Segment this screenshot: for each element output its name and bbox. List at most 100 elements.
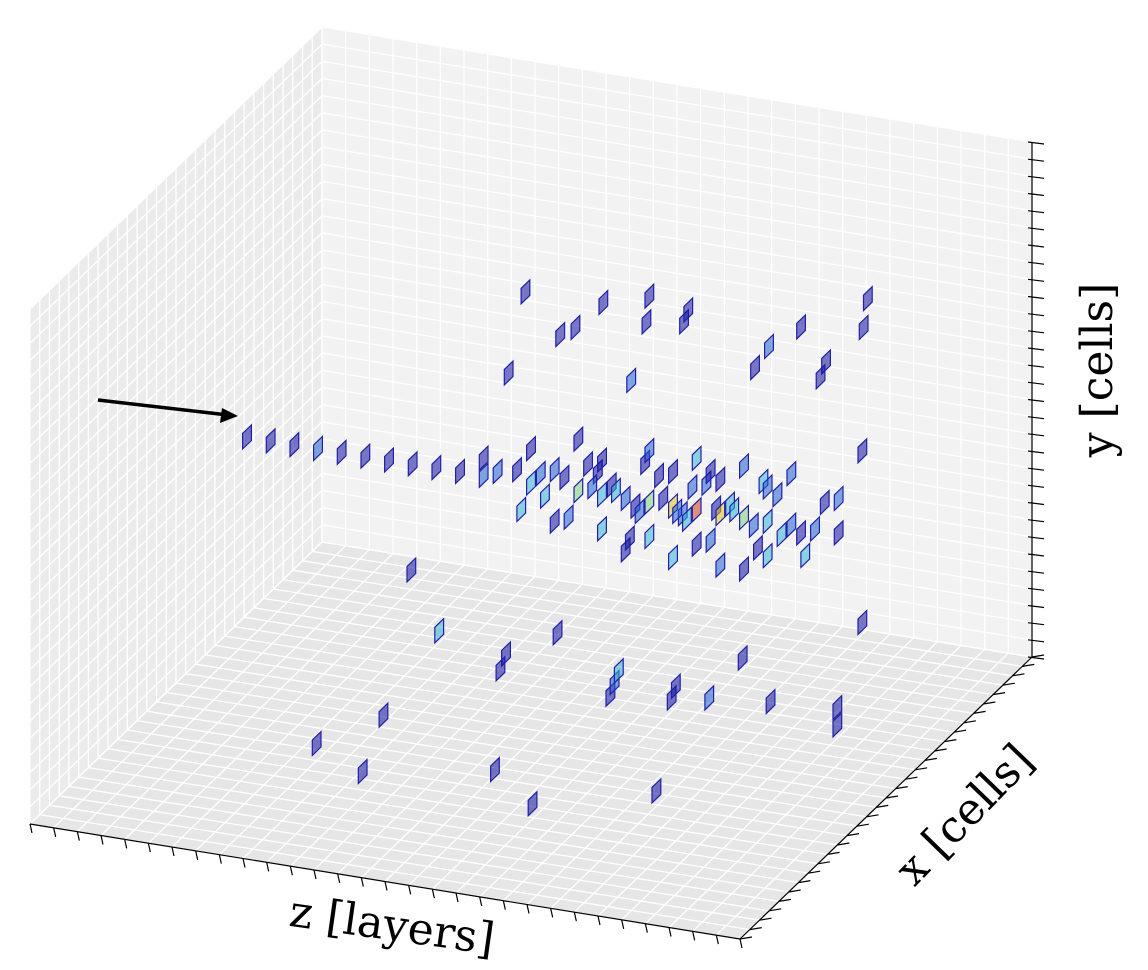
hit-marker (644, 437, 655, 465)
hit-marker (833, 485, 844, 512)
hit-marker (527, 790, 538, 818)
hit-marker (796, 313, 807, 341)
y-axis-label: y [cells] (1072, 283, 1123, 459)
grid-line (692, 648, 986, 932)
x-tick (934, 748, 947, 752)
hit-marker (681, 505, 692, 533)
x-tick (759, 917, 772, 921)
hit-marker (512, 456, 523, 484)
hit-marker (762, 507, 773, 535)
z-tick (360, 877, 364, 887)
z-tick (455, 892, 459, 903)
hit-marker (857, 609, 868, 636)
hit-marker (833, 519, 844, 547)
x-tick (739, 936, 753, 940)
axis-ticks (29, 141, 1045, 949)
hit-marker (406, 556, 417, 584)
hit-marker (626, 367, 637, 394)
y-tick (1027, 398, 1045, 403)
grid-line (29, 60, 323, 344)
y-tick (1027, 587, 1045, 591)
hit-markers (242, 278, 873, 818)
hit-marker (750, 354, 761, 382)
z-axis-label: z [layers] (286, 886, 497, 965)
hit-marker (620, 484, 631, 512)
y-tick (1027, 330, 1045, 334)
x-tick (924, 757, 938, 761)
hit-marker (752, 534, 763, 562)
hit-marker (624, 524, 635, 552)
hit-marker (786, 511, 797, 539)
hit-marker (762, 473, 773, 501)
hit-marker (492, 457, 503, 485)
z-tick (502, 900, 506, 910)
grid-line (321, 60, 1033, 177)
hit-marker (737, 644, 748, 672)
hit-marker (832, 711, 843, 739)
hit-marker (336, 438, 347, 466)
y-tick (1027, 639, 1045, 643)
z-tick (431, 889, 435, 899)
z-tick (195, 850, 199, 860)
hit-marker (765, 688, 776, 716)
y-tick (1027, 656, 1045, 660)
y-tick (1027, 295, 1045, 300)
y-tick (1027, 158, 1045, 162)
y-tick (1027, 553, 1045, 557)
hit-marker (729, 496, 740, 524)
hit-marker (630, 492, 641, 520)
grid-line (29, 95, 323, 379)
grid-line (715, 652, 1009, 936)
hit-marker (265, 427, 276, 455)
hit-marker (715, 500, 726, 528)
z-tick (384, 881, 388, 891)
y-tick (1027, 467, 1045, 471)
grid-line (78, 776, 789, 893)
hit-marker (596, 446, 608, 474)
y-tick (1027, 227, 1045, 231)
grid-line (644, 641, 938, 925)
y-tick (1027, 604, 1045, 609)
z-tick (76, 831, 80, 841)
z-tick (479, 896, 483, 906)
hit-marker (857, 437, 868, 465)
z-tick (668, 927, 672, 937)
x-tick (876, 804, 889, 808)
beam-arrow-head (220, 408, 238, 423)
x-tick (866, 814, 879, 818)
hit-marker (431, 454, 442, 482)
y-tick (1027, 433, 1045, 437)
y-tick (1027, 501, 1045, 506)
hit-marker (434, 617, 445, 645)
hit-marker (658, 484, 669, 512)
hit-marker (478, 444, 489, 472)
y-tick (1027, 570, 1045, 574)
x-tick (846, 833, 860, 837)
hit-marker (573, 425, 584, 453)
x-tick (837, 842, 850, 846)
hit-marker (242, 423, 252, 451)
x-tick (1002, 682, 1015, 686)
hit-marker (598, 289, 609, 316)
hit-marker (800, 542, 811, 569)
grid-line (59, 795, 770, 912)
grid-lines (29, 26, 1033, 940)
hit-marker (862, 285, 873, 313)
hit-marker (762, 542, 773, 570)
hit-marker (644, 488, 655, 516)
x-tick (973, 710, 986, 714)
x-tick (983, 701, 996, 705)
x-tick (915, 767, 928, 771)
hit-marker (516, 496, 527, 523)
beam-arrow-shaft (97, 398, 229, 417)
hit-marker (809, 515, 821, 543)
hit-marker (539, 482, 550, 510)
grid-line (321, 112, 1033, 229)
z-tick (147, 843, 151, 853)
hit-marker (667, 544, 679, 571)
hit-marker (555, 321, 566, 349)
hit-marker (819, 489, 830, 516)
hit-marker (691, 530, 702, 558)
grid-line (29, 112, 323, 396)
